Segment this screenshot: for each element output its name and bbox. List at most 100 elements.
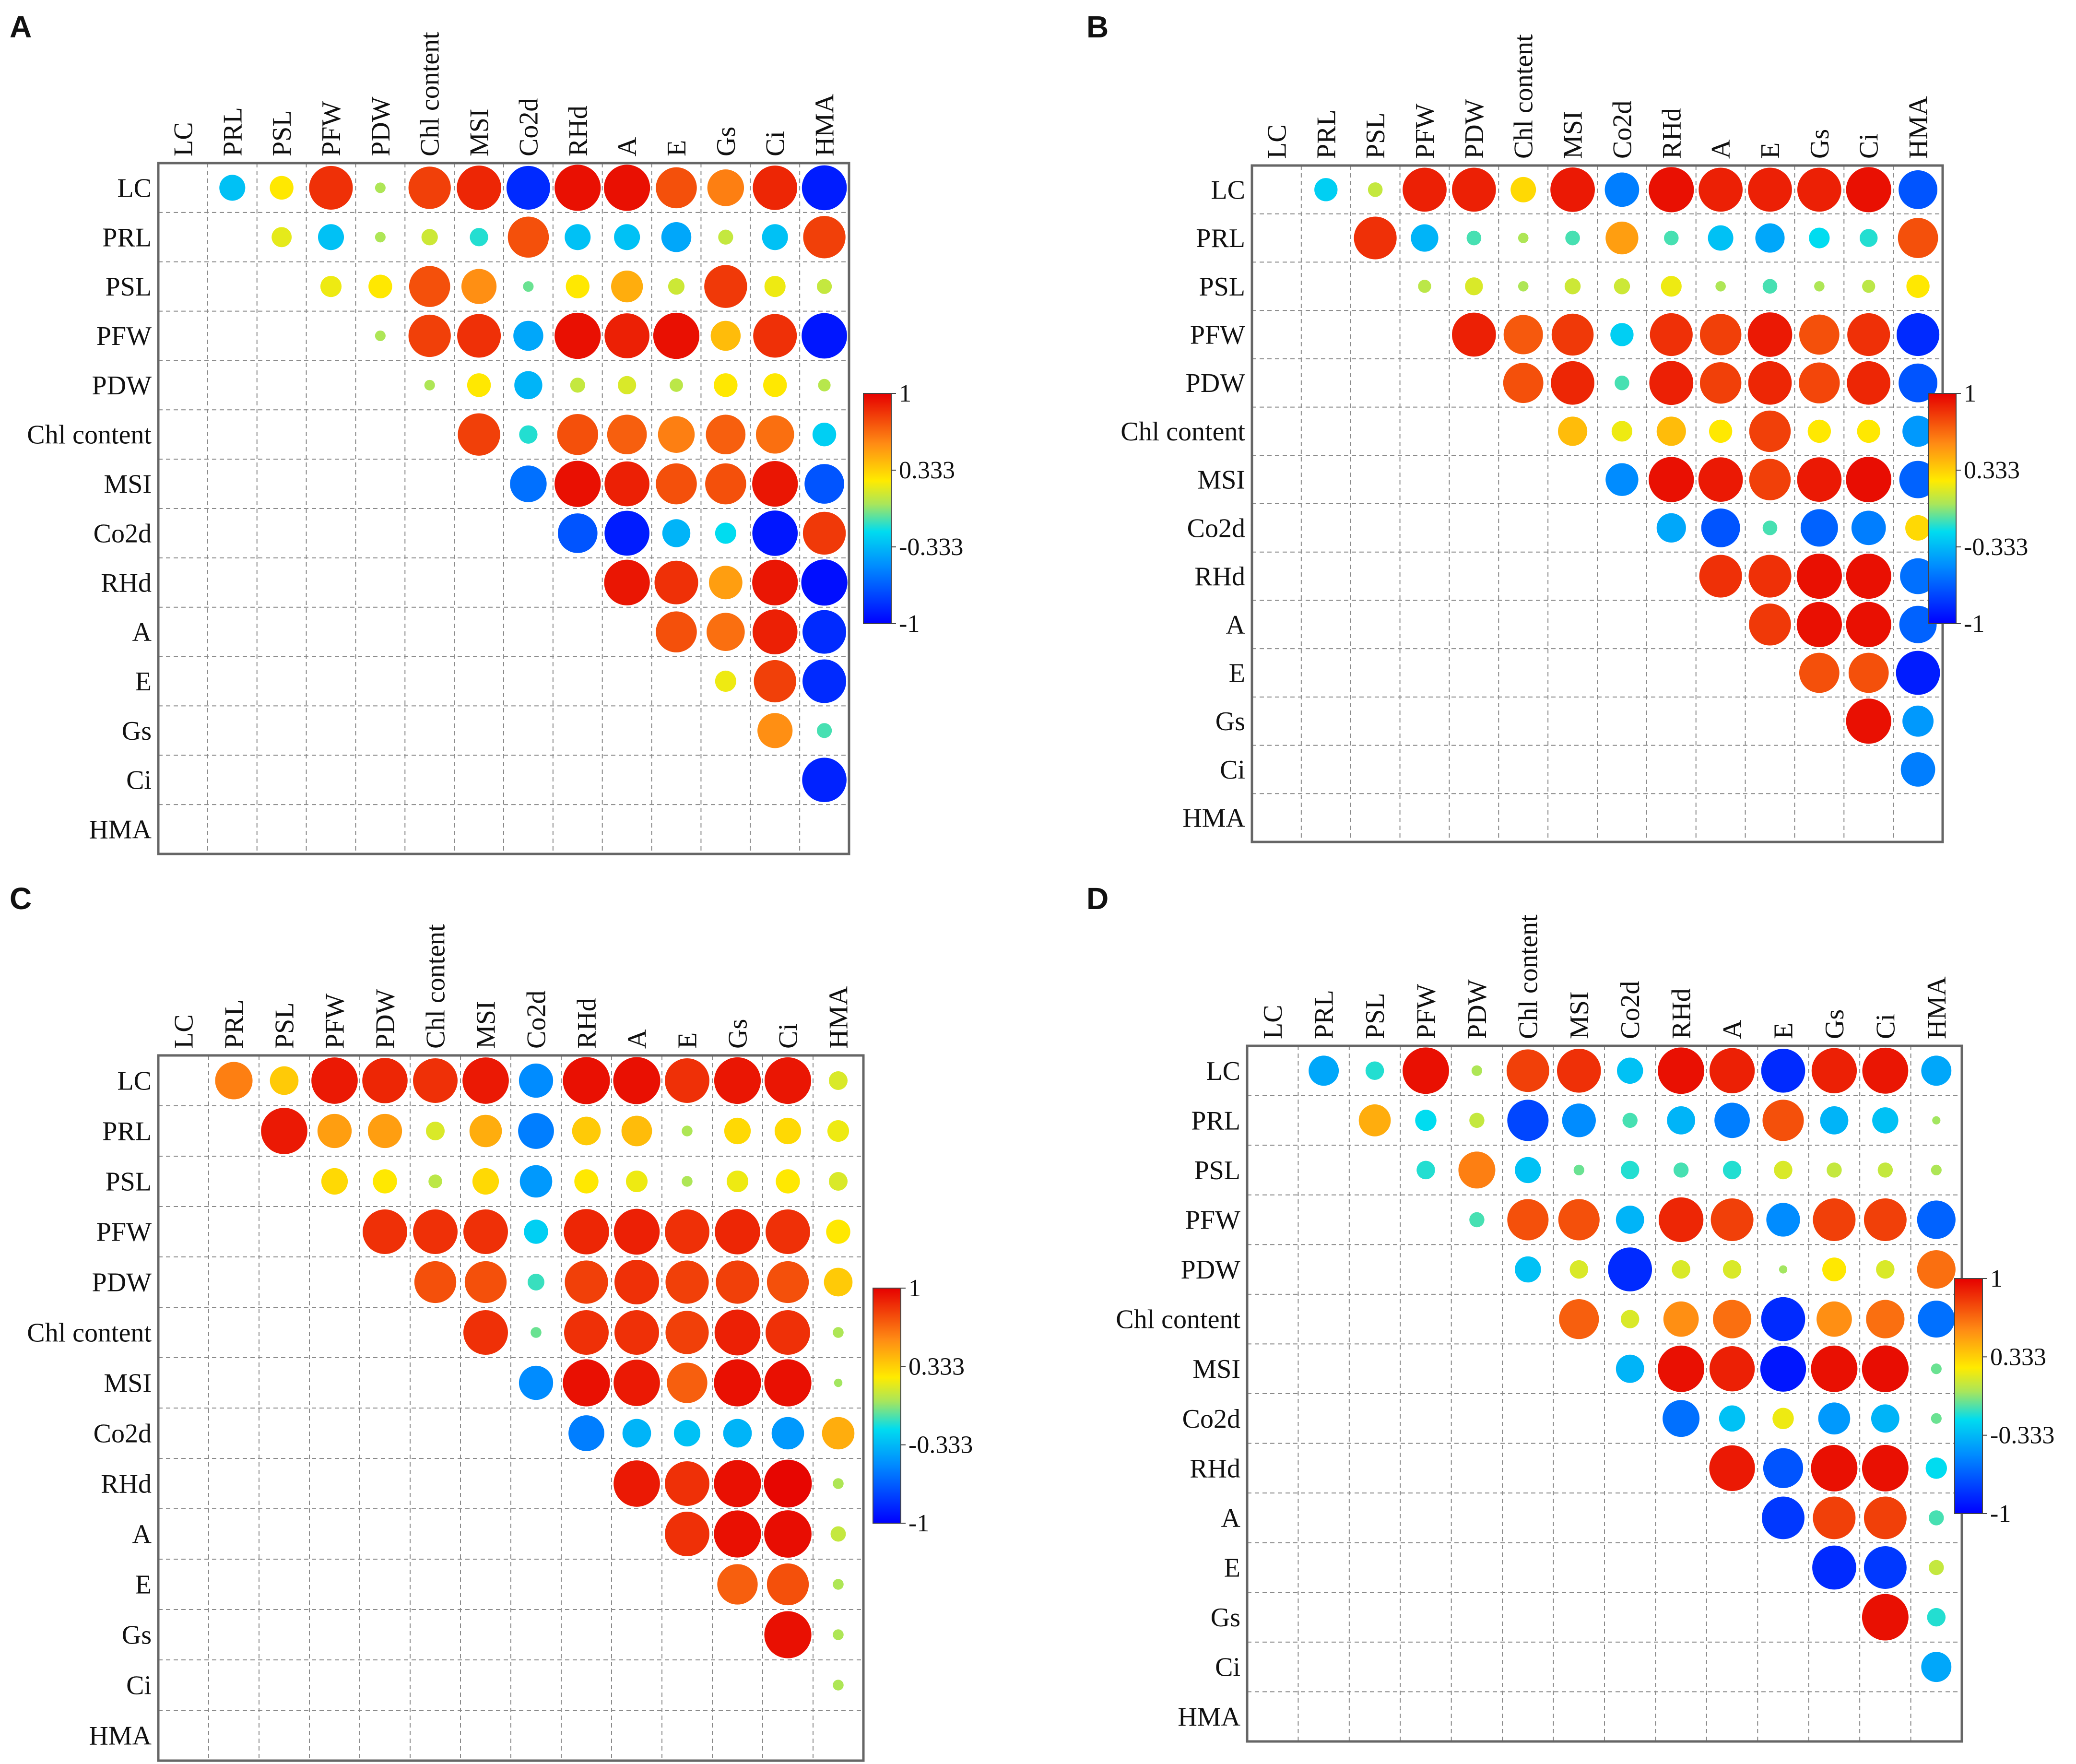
row-label: LC <box>117 1066 152 1096</box>
correlation-circle-A-HMA <box>830 1526 846 1542</box>
column-label: Gs <box>1805 129 1835 159</box>
correlation-circle-PRL-Gs <box>1809 227 1830 249</box>
correlation-circle-MSI-Gs <box>1797 457 1842 502</box>
correlation-circle-PRL-HMA <box>1932 1116 1941 1125</box>
colorbar-tick-label: 0.333 <box>908 1353 965 1380</box>
correlation-circle-PDW-HMA <box>824 1267 853 1297</box>
colorbar-tick-label: 1 <box>1964 380 1976 407</box>
column-label: E <box>1769 1023 1799 1039</box>
row-label: HMA <box>1182 804 1245 833</box>
correlation-circle-PDW-Co2d <box>1615 375 1629 391</box>
row-label: PDW <box>92 1268 152 1298</box>
correlation-circle-MSI-HMA <box>1899 461 1937 498</box>
correlation-circle-LC-Chl-content <box>408 166 451 209</box>
correlation-circle-Chl-content-HMA <box>812 423 837 447</box>
column-label: Gs <box>711 127 741 156</box>
correlation-circle-Chl-content-RHd <box>564 1310 609 1355</box>
correlation-circle-Co2d-E <box>1772 1408 1794 1430</box>
correlation-circle-MSI-HMA <box>834 1378 843 1387</box>
correlation-circle-Co2d-A <box>1719 1405 1746 1432</box>
correlation-circle-PRL-Co2d <box>518 1113 554 1149</box>
correlation-circle-PRL-Co2d <box>1622 1113 1638 1128</box>
colorbar <box>1928 393 1956 624</box>
correlation-circle-PRL-PFW <box>318 224 344 250</box>
correlation-circle-PDW-RHd <box>1672 1260 1690 1279</box>
correlation-circle-MSI-RHd <box>1658 1345 1705 1392</box>
correlation-circle-PFW-PDW <box>375 330 386 342</box>
colorbar-frame <box>1928 393 1957 624</box>
column-label: PSL <box>270 1003 300 1049</box>
correlation-circle-A-HMA <box>802 610 847 654</box>
row-label: Co2d <box>1182 1404 1240 1434</box>
correlation-circle-MSI-E <box>656 463 697 505</box>
row-label: Co2d <box>94 1419 152 1449</box>
correlation-circle-Co2d-E <box>673 1420 701 1447</box>
correlation-circle-A-E <box>665 1512 709 1556</box>
correlation-circle-RHd-Gs <box>1796 553 1842 599</box>
correlation-circle-PSL-E <box>1774 1160 1793 1180</box>
correlation-circle-Co2d-Ci <box>1871 1404 1899 1433</box>
row-label: LC <box>1211 175 1245 205</box>
colorbar-tick-label: 0.333 <box>1964 457 2020 484</box>
column-label: LC <box>1258 1005 1288 1039</box>
correlation-circle-Chl-content-Gs <box>714 1309 761 1356</box>
correlation-circle-PDW-Ci <box>767 1261 809 1303</box>
column-label: E <box>662 140 692 156</box>
correlation-circle-PSL-HMA <box>828 1172 848 1191</box>
row-label: Gs <box>1211 1603 1240 1633</box>
column-label: Ci <box>774 1023 803 1049</box>
correlation-circle-Chl-content-Co2d <box>519 425 538 444</box>
correlation-circle-Co2d-Gs <box>715 522 736 544</box>
correlation-circle-LC-Ci <box>764 1057 812 1104</box>
correlation-circle-LC-Chl-content <box>1506 1049 1549 1092</box>
correlation-circle-LC-Ci <box>1846 167 1891 213</box>
column-label: MSI <box>472 1001 501 1049</box>
row-label: E <box>135 667 152 697</box>
correlation-circle-RHd-Ci <box>1862 1444 1909 1492</box>
correlation-circle-Gs-HMA <box>816 723 832 738</box>
correlation-circle-PDW-A <box>618 376 637 394</box>
correlation-circle-PDW-MSI <box>467 373 491 397</box>
correlation-circle-Gs-HMA <box>1927 1608 1946 1627</box>
correlation-circle-PSL-Ci <box>776 1169 800 1194</box>
column-label: PDW <box>1463 979 1492 1039</box>
correlation-circle-PFW-A <box>1699 314 1742 355</box>
correlation-circle-E-Ci <box>767 1563 809 1606</box>
column-label: PRL <box>218 107 248 156</box>
row-label: A <box>132 617 152 647</box>
row-label: HMA <box>89 1721 152 1751</box>
correlation-circle-PFW-Co2d <box>513 320 543 351</box>
correlation-circle-PRL-PDW <box>375 232 386 243</box>
correlation-circle-MSI-E <box>667 1362 708 1403</box>
correlation-circle-LC-E <box>1761 1048 1805 1093</box>
row-label: PDW <box>1181 1255 1241 1285</box>
correlation-circle-E-Ci <box>1864 1546 1907 1589</box>
correlation-circle-Co2d-RHd <box>568 1415 604 1451</box>
column-label: RHd <box>1657 108 1687 159</box>
correlation-circle-LC-PRL <box>1314 178 1338 201</box>
correlation-circle-Chl-content-MSI <box>463 1310 508 1355</box>
correlation-circle-Co2d-A <box>604 510 649 556</box>
colorbar-tick-label: -1 <box>899 610 920 638</box>
correlation-circle-PRL-PDW <box>1469 1113 1485 1128</box>
correlation-circle-PFW-HMA <box>826 1219 850 1244</box>
colorbar <box>873 1288 901 1523</box>
correlation-circle-Chl-content-Ci <box>1857 419 1880 443</box>
correlation-circle-MSI-Co2d <box>519 1365 554 1400</box>
row-label: PDW <box>92 371 152 401</box>
correlation-circle-Co2d-Ci <box>752 510 798 556</box>
column-label: HMA <box>810 94 840 156</box>
correlation-circle-Chl-content-A <box>1709 419 1733 443</box>
correlation-circle-MSI-Gs <box>705 463 746 505</box>
colorbar-tick-label: -0.333 <box>899 533 963 561</box>
correlation-circle-PDW-RHd <box>570 378 585 393</box>
panel-letter: C <box>10 881 32 916</box>
correlation-circle-LC-PDW <box>362 1058 408 1103</box>
correlation-circle-RHd-Gs <box>708 566 743 600</box>
correlation-circle-PRL-A <box>621 1115 652 1147</box>
row-label: Ci <box>126 766 152 795</box>
correlation-circle-Co2d-RHd <box>557 513 598 553</box>
correlation-circle-MSI-HMA <box>804 464 844 504</box>
correlation-circle-Co2d-RHd <box>1656 513 1686 543</box>
column-label: Co2d <box>1616 981 1645 1039</box>
